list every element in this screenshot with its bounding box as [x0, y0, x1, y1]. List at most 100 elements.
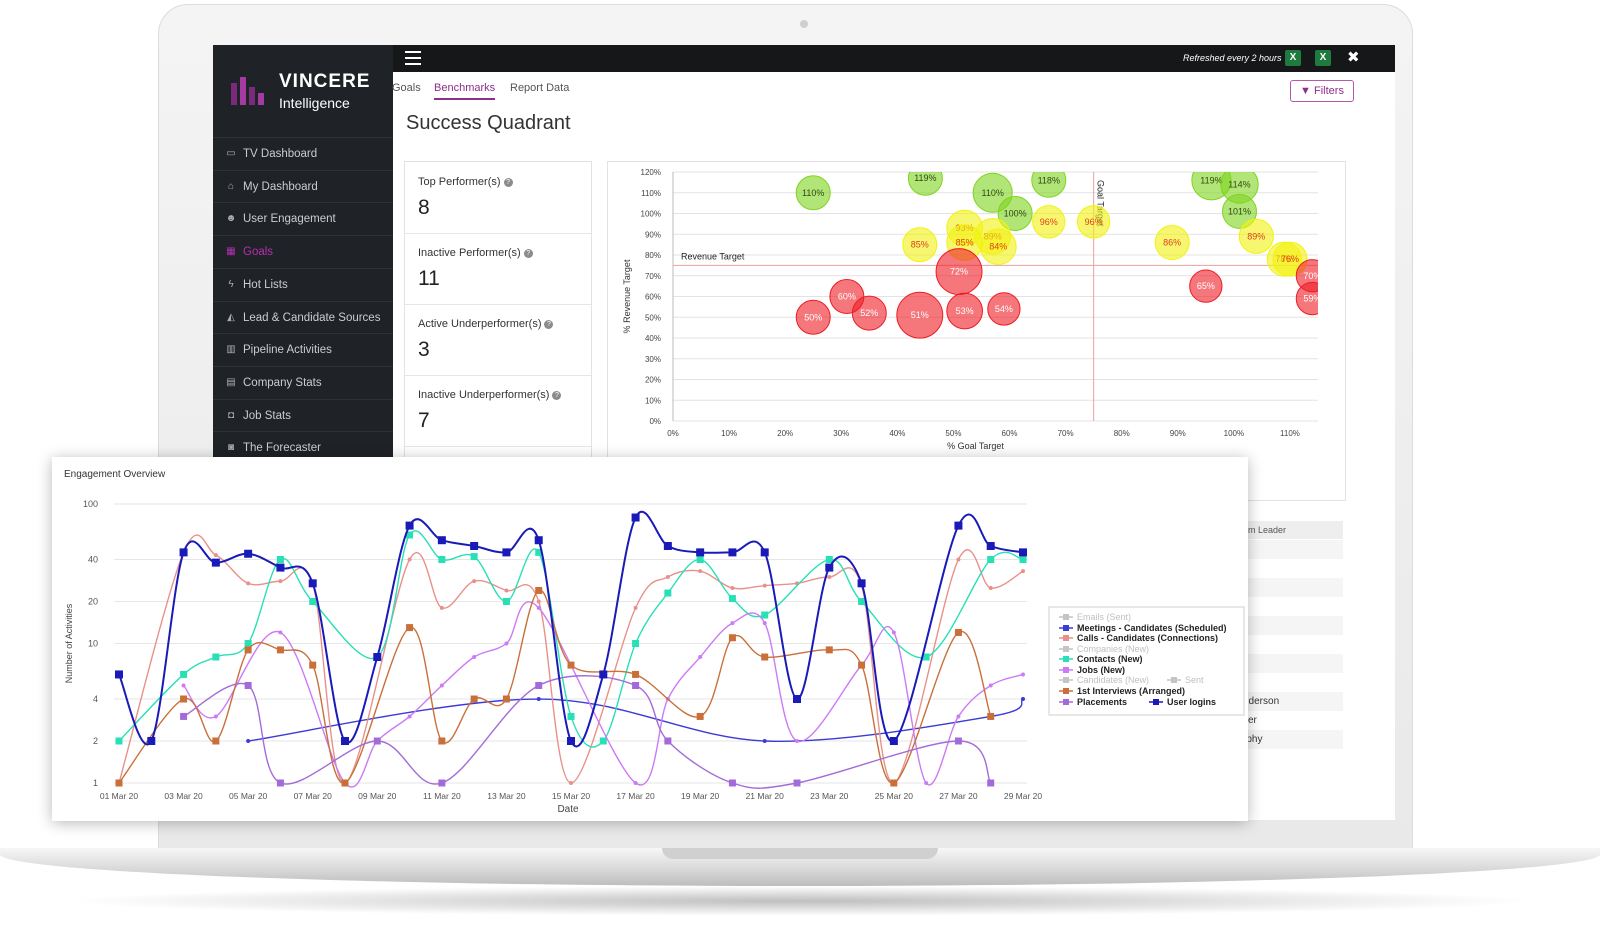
bubble-point[interactable] [1031, 163, 1067, 198]
data-point[interactable] [472, 579, 477, 584]
data-point[interactable] [891, 630, 896, 635]
legend-entry[interactable]: Companies (New) [1077, 644, 1149, 654]
data-point[interactable] [341, 779, 349, 787]
data-point[interactable] [987, 712, 995, 720]
bubble-point[interactable] [1295, 281, 1328, 316]
data-point[interactable] [438, 779, 446, 787]
table-row[interactable]: e [1243, 540, 1343, 559]
table-row[interactable]: ker [1243, 715, 1257, 726]
data-point[interactable] [696, 712, 704, 720]
sidebar-item-user-engagement[interactable]: ☻ User Engagement [213, 202, 393, 234]
data-point[interactable] [278, 579, 283, 584]
data-point[interactable] [1019, 548, 1027, 557]
data-point[interactable] [470, 541, 479, 550]
data-point[interactable] [115, 670, 123, 679]
table-row[interactable] [1243, 616, 1343, 635]
bubble-point[interactable] [1221, 193, 1257, 229]
data-point[interactable] [278, 630, 283, 635]
data-point[interactable] [439, 683, 444, 688]
data-point[interactable] [502, 695, 510, 703]
data-point[interactable] [922, 653, 930, 661]
data-point[interactable] [438, 737, 446, 745]
data-point[interactable] [244, 640, 252, 647]
data-point[interactable] [762, 621, 767, 626]
data-point[interactable] [760, 548, 769, 557]
data-point[interactable] [276, 646, 284, 654]
data-point[interactable] [696, 556, 704, 564]
bubble-point[interactable] [987, 292, 1021, 326]
data-point[interactable] [632, 670, 640, 678]
data-point[interactable] [761, 653, 769, 661]
sidebar-item-tv-dashboard[interactable]: ▭ TV Dashboard [213, 137, 393, 169]
data-point[interactable] [211, 558, 220, 567]
table-row[interactable] [1243, 654, 1343, 673]
bubble-point[interactable] [946, 292, 984, 330]
data-point[interactable] [213, 553, 218, 558]
sidebar-item-pipeline-activities[interactable]: ▥ Pipeline Activities [213, 333, 393, 365]
data-point[interactable] [569, 781, 573, 785]
data-point[interactable] [504, 588, 509, 593]
data-point[interactable] [276, 563, 285, 572]
data-point[interactable] [373, 653, 382, 662]
data-point[interactable] [504, 641, 509, 646]
data-point[interactable] [180, 695, 188, 703]
data-point[interactable] [276, 556, 284, 564]
data-point[interactable] [502, 598, 510, 606]
data-point[interactable] [212, 737, 220, 745]
data-point[interactable] [663, 541, 672, 550]
data-point[interactable] [728, 548, 737, 557]
export-excel-icon[interactable]: X [1285, 50, 1301, 66]
data-point[interactable] [212, 653, 220, 661]
data-point[interactable] [567, 737, 575, 746]
data-point[interactable] [889, 737, 898, 746]
sidebar-item-hot-lists[interactable]: ϟ Hot Lists [213, 267, 393, 300]
table-row[interactable]: rphy [1243, 730, 1343, 749]
data-point[interactable] [858, 661, 866, 669]
table-row[interactable] [1243, 749, 1343, 768]
bubble-point[interactable] [902, 227, 938, 263]
data-point[interactable] [728, 634, 736, 642]
data-point[interactable] [956, 714, 961, 719]
close-icon[interactable]: ✖ [1347, 49, 1360, 66]
data-point[interactable] [276, 779, 284, 787]
sidebar-item-goals[interactable]: ▦ Goals [213, 235, 393, 267]
data-point[interactable] [181, 683, 186, 688]
data-point[interactable] [987, 779, 995, 787]
data-point[interactable] [858, 598, 866, 606]
data-point[interactable] [536, 697, 541, 702]
data-point[interactable] [599, 737, 607, 745]
data-point[interactable] [665, 574, 670, 579]
sidebar-item-the-forecaster[interactable]: ◙ The Forecaster [213, 431, 393, 463]
data-point[interactable] [115, 737, 123, 745]
legend-entry[interactable]: Meetings - Candidates (Scheduled) [1077, 623, 1227, 633]
data-point[interactable] [793, 779, 801, 787]
legend-entry[interactable]: Candidates (New) [1077, 675, 1149, 685]
data-point[interactable] [472, 655, 477, 660]
sidebar-item-lead-candidate-sources[interactable]: ◭ Lead & Candidate Sources [213, 300, 393, 333]
bubble-point[interactable] [896, 291, 944, 339]
bubble-point[interactable] [979, 228, 1017, 266]
bubble-point[interactable] [1189, 269, 1223, 303]
data-point[interactable] [470, 553, 478, 561]
help-icon[interactable]: ? [523, 249, 533, 258]
data-point[interactable] [535, 586, 543, 594]
data-point[interactable] [954, 521, 963, 530]
data-point[interactable] [470, 695, 478, 703]
bubble-point[interactable] [907, 162, 943, 196]
data-point[interactable] [954, 737, 962, 745]
data-point[interactable] [213, 714, 218, 719]
help-icon[interactable]: ? [552, 391, 562, 400]
data-point[interactable] [728, 779, 736, 787]
sidebar-item-company-stats[interactable]: ▤ Company Stats [213, 365, 393, 398]
data-point[interactable] [406, 531, 414, 539]
data-point[interactable] [954, 628, 962, 636]
legend-entry[interactable]: Contacts (New) [1077, 654, 1143, 664]
data-point[interactable] [633, 781, 638, 785]
data-point[interactable] [664, 737, 672, 745]
data-point[interactable] [407, 714, 412, 719]
series-line[interactable] [118, 534, 1024, 784]
data-point[interactable] [115, 779, 123, 787]
data-point[interactable] [956, 557, 961, 562]
data-point[interactable] [986, 541, 995, 550]
data-point[interactable] [244, 549, 253, 558]
